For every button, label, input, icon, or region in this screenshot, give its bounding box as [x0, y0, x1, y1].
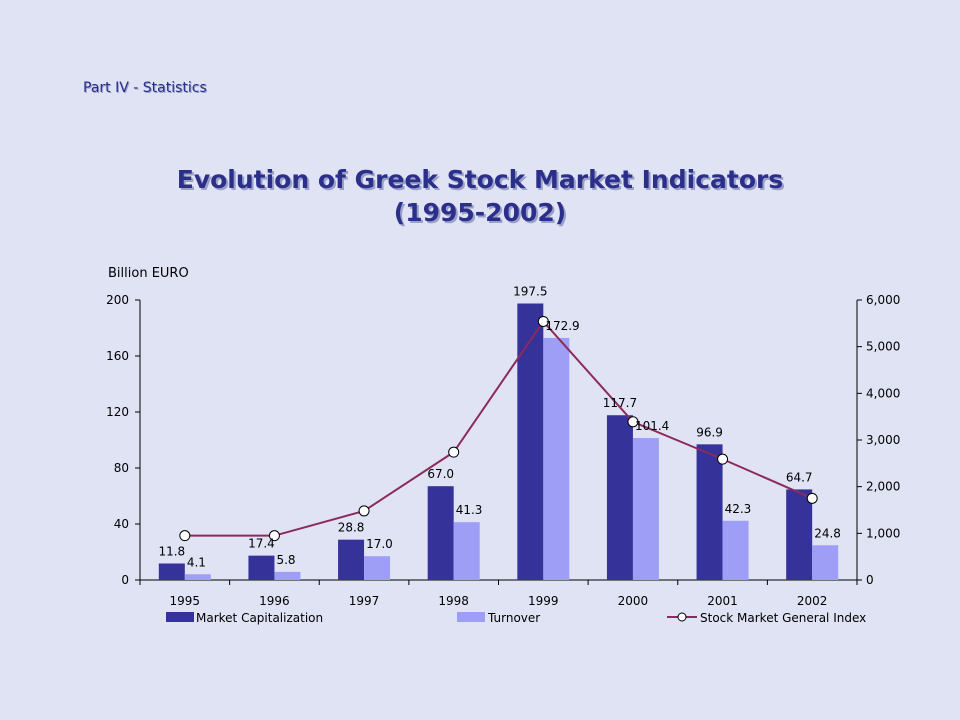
data-label-market-capitalization: 28.8 [338, 521, 365, 535]
chart-title: Evolution of Greek Stock Market Indicato… [0, 163, 960, 229]
marker-general-index [627, 416, 639, 428]
data-label-turnover: 17.0 [366, 537, 393, 551]
data-label-turnover: 24.8 [814, 526, 841, 540]
bar-turnover [632, 438, 659, 580]
bar-market-capitalization [427, 486, 454, 580]
left-tick-label: 120 [106, 405, 129, 419]
data-label-turnover: 41.3 [456, 503, 483, 517]
right-tick-label: 4,000 [866, 386, 900, 400]
marker-general-index [179, 530, 191, 542]
left-tick-label: 160 [106, 349, 129, 363]
marker-general-index [806, 492, 818, 504]
left-tick-label: 80 [114, 461, 129, 475]
chart-title-line2: (1995-2002) [393, 198, 567, 227]
data-label-market-capitalization: 96.9 [696, 425, 723, 439]
right-tick-label: 0 [866, 573, 874, 587]
x-tick-label: 2000 [618, 594, 649, 608]
section-label: Part IV - Statistics [83, 80, 207, 96]
line-general-index [184, 319, 813, 537]
bar-market-capitalization [696, 444, 723, 580]
data-label-turnover: 172.9 [545, 319, 579, 333]
data-label-turnover: 42.3 [725, 502, 752, 516]
left-tick-label: 40 [114, 517, 129, 531]
chart-title-line1: Evolution of Greek Stock Market Indicato… [176, 165, 784, 194]
data-label-market-capitalization: 117.7 [603, 396, 637, 410]
data-label-market-capitalization: 11.8 [158, 544, 185, 558]
left-tick-label: 200 [106, 293, 129, 307]
bar-turnover [722, 520, 749, 580]
legend-label-market-capitalization: Market Capitalization [196, 611, 323, 625]
bar-turnover [274, 571, 301, 580]
bar-market-capitalization [248, 555, 275, 580]
right-tick-label: 6,000 [866, 293, 900, 307]
x-tick-label: 1995 [170, 594, 201, 608]
data-label-market-capitalization: 67.0 [427, 467, 454, 481]
legend-swatch-market-capitalization [166, 612, 194, 622]
marker-general-index [448, 446, 460, 458]
data-label-turnover: 5.8 [276, 553, 295, 567]
marker-general-index [358, 505, 370, 517]
right-tick-label: 2,000 [866, 480, 900, 494]
x-tick-label: 1999 [528, 594, 559, 608]
bar-turnover [543, 337, 570, 580]
bar-turnover [364, 556, 391, 580]
legend-label-turnover: Turnover [487, 611, 540, 625]
marker-general-index [717, 453, 729, 465]
legend-label-general-index: Stock Market General Index [700, 611, 866, 625]
bar-market-capitalization [786, 489, 813, 580]
data-label-market-capitalization: 197.5 [513, 285, 547, 299]
x-tick-label: 1997 [349, 594, 380, 608]
right-tick-label: 1,000 [866, 526, 900, 540]
left-tick-label: 0 [121, 573, 129, 587]
bar-market-capitalization [338, 539, 365, 580]
right-tick-label: 3,000 [866, 433, 900, 447]
legend-swatch-turnover [457, 612, 485, 622]
bar-market-capitalization [517, 303, 544, 580]
right-tick-label: 5,000 [866, 340, 900, 354]
x-tick-label: 1996 [259, 594, 290, 608]
bar-turnover [453, 522, 480, 580]
x-tick-label: 2002 [797, 594, 828, 608]
x-tick-label: 2001 [707, 594, 738, 608]
data-label-turnover: 101.4 [635, 419, 669, 433]
bar-turnover [184, 574, 211, 580]
bar-market-capitalization [158, 563, 185, 580]
marker-general-index [268, 530, 280, 542]
marker-general-index [537, 315, 549, 327]
legend-marker-general-index [677, 612, 687, 622]
data-label-turnover: 4.1 [187, 555, 206, 569]
y-axis-label: Billion EURO [108, 266, 189, 281]
x-tick-label: 1998 [438, 594, 469, 608]
bar-turnover [812, 545, 839, 580]
bar-market-capitalization [606, 415, 633, 580]
data-label-market-capitalization: 17.4 [248, 537, 275, 551]
data-label-market-capitalization: 64.7 [786, 470, 813, 484]
